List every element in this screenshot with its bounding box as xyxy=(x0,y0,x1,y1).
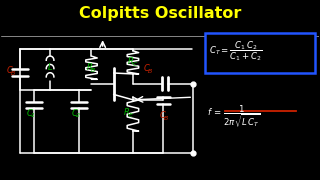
Text: R: R xyxy=(124,108,130,117)
Text: C: C xyxy=(71,109,77,118)
Text: R: R xyxy=(128,57,134,66)
Text: 2: 2 xyxy=(76,113,80,118)
Text: B: B xyxy=(91,68,95,73)
FancyBboxPatch shape xyxy=(204,33,315,73)
Text: E: E xyxy=(128,112,132,118)
Text: L: L xyxy=(48,63,52,72)
Text: Colpitts Oscillator: Colpitts Oscillator xyxy=(79,6,241,21)
Text: $C_T = \dfrac{C_1\,C_2}{C_1 + C_2}$: $C_T = \dfrac{C_1\,C_2}{C_1 + C_2}$ xyxy=(209,39,263,63)
Text: C: C xyxy=(132,62,137,67)
Text: B: B xyxy=(11,71,15,76)
Text: C: C xyxy=(143,64,149,73)
Text: B: B xyxy=(148,69,152,74)
Text: C: C xyxy=(6,66,12,75)
Text: $f\, =\, \dfrac{1}{2\pi\sqrt{L\,C_T}}$: $f\, =\, \dfrac{1}{2\pi\sqrt{L\,C_T}}$ xyxy=(207,103,260,129)
Text: 1: 1 xyxy=(31,113,35,118)
Text: C: C xyxy=(26,109,32,118)
Text: R: R xyxy=(87,63,92,72)
Text: C: C xyxy=(159,111,165,120)
Text: B: B xyxy=(164,116,168,121)
